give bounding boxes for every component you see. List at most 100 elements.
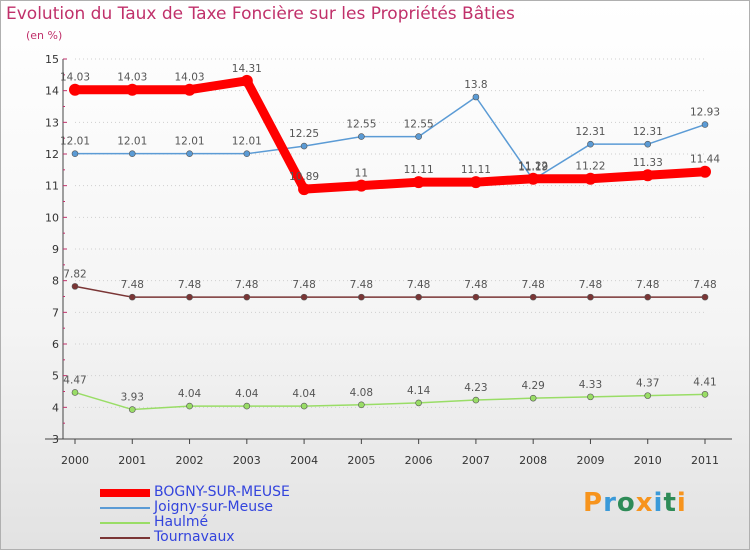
- x-tick-label: 2011: [691, 454, 719, 467]
- y-tick-label: 4: [52, 401, 59, 414]
- data-point: [527, 172, 540, 185]
- y-tick-label: 6: [52, 338, 59, 351]
- data-label: 12.01: [117, 136, 147, 148]
- y-unit-label: (en %): [26, 29, 63, 42]
- data-label: 14.03: [175, 72, 205, 84]
- y-tick-label: 13: [45, 116, 59, 129]
- data-point: [243, 150, 251, 157]
- data-point: [128, 150, 136, 157]
- data-labels: 7.82 7.48 7.48 7.48 7.48 7.48 7.48 7.48 7.48 7.48…: [60, 63, 720, 404]
- x-tick-label: 2004: [290, 454, 318, 467]
- data-point: [243, 293, 251, 301]
- data-label: 11.11: [461, 164, 491, 176]
- data-point: [701, 391, 709, 398]
- data-point: [298, 183, 311, 196]
- x-tick-label: 2008: [519, 454, 547, 467]
- data-point: [644, 293, 652, 301]
- x-tick-label: 2000: [61, 454, 89, 467]
- y-tick-label: 12: [45, 148, 59, 161]
- data-label: 7.48: [407, 279, 430, 291]
- data-point: [186, 293, 193, 301]
- data-point: [587, 393, 594, 401]
- x-tick-label: 2005: [347, 454, 375, 467]
- data-point: [183, 83, 196, 96]
- data-point: [300, 142, 308, 150]
- x-tick-label: 2009: [576, 454, 604, 467]
- data-label: 7.48: [521, 279, 544, 291]
- data-label: 7.82: [63, 268, 86, 280]
- data-label: 11.44: [690, 154, 720, 166]
- legend-label: Tournavaux: [154, 529, 235, 545]
- series-line-1: [74, 96, 706, 181]
- data-label: 11.22: [518, 161, 548, 173]
- data-point: [358, 293, 365, 301]
- data-point: [472, 293, 480, 301]
- data-label: 4.04: [178, 388, 202, 400]
- axes: 3456789101112131415200020012002200320042…: [45, 53, 732, 467]
- series-lines: [69, 74, 711, 413]
- legend-label: Joigny-sur-Meuse: [154, 499, 273, 515]
- grid: [75, 58, 705, 408]
- data-point: [71, 283, 79, 290]
- data-label: 10.89: [289, 171, 319, 183]
- legend-swatch: [100, 522, 150, 524]
- y-tick-label: 14: [45, 85, 59, 98]
- data-point: [587, 293, 594, 301]
- data-point: [469, 176, 482, 189]
- y-tick-label: 10: [45, 211, 59, 224]
- data-point: [584, 172, 597, 185]
- x-tick-label: 2006: [405, 454, 433, 467]
- data-point: [529, 394, 537, 402]
- data-point: [186, 150, 193, 157]
- data-label: 11.19: [518, 162, 548, 174]
- data-label: 7.48: [292, 279, 315, 291]
- series-line-2: [74, 391, 706, 411]
- data-label: 4.14: [407, 385, 431, 397]
- data-label: 14.03: [117, 72, 147, 84]
- data-label: 12.31: [633, 126, 663, 138]
- data-label: 12.01: [232, 136, 262, 148]
- logo-letter: r: [603, 488, 617, 518]
- proxiti-logo: Proxiti: [583, 488, 687, 518]
- x-tick-label: 2002: [176, 454, 204, 467]
- data-label: 12.01: [60, 136, 90, 148]
- y-tick-label: 9: [52, 243, 59, 256]
- data-label: 14.03: [60, 72, 90, 84]
- data-point: [355, 179, 368, 192]
- logo-letter: i: [676, 488, 687, 518]
- data-label: 14.31: [232, 63, 262, 75]
- data-label: 4.23: [464, 382, 487, 394]
- data-point: [472, 93, 480, 101]
- legend-swatch: [100, 537, 150, 539]
- y-tick-label: 11: [45, 180, 59, 193]
- y-tick-label: 7: [52, 306, 59, 319]
- y-tick-label: 15: [45, 53, 59, 66]
- data-point: [126, 83, 139, 96]
- data-point: [358, 401, 365, 409]
- logo-letter: P: [583, 488, 604, 518]
- data-point: [358, 133, 365, 140]
- data-label: 13.8: [464, 79, 487, 91]
- series-line-0: [70, 76, 710, 194]
- y-tick-label: 8: [52, 275, 59, 288]
- data-point: [240, 74, 253, 87]
- data-label: 4.04: [292, 388, 316, 400]
- data-point: [472, 396, 480, 404]
- data-point: [71, 389, 79, 396]
- series-line-3: [74, 285, 706, 298]
- data-label: 12.55: [404, 119, 434, 131]
- data-label: 4.37: [636, 378, 659, 390]
- data-label: 7.48: [693, 279, 716, 291]
- data-label: 7.48: [636, 279, 659, 291]
- data-label: 11.22: [575, 161, 605, 173]
- data-point: [412, 176, 425, 189]
- data-point: [300, 402, 308, 410]
- data-label: 4.47: [63, 374, 86, 386]
- data-point: [243, 402, 251, 410]
- data-point: [641, 169, 654, 182]
- data-label: 12.31: [575, 126, 605, 138]
- legend-label: BOGNY-SUR-MEUSE: [154, 484, 290, 500]
- data-label: 7.48: [464, 279, 487, 291]
- data-point: [701, 121, 709, 128]
